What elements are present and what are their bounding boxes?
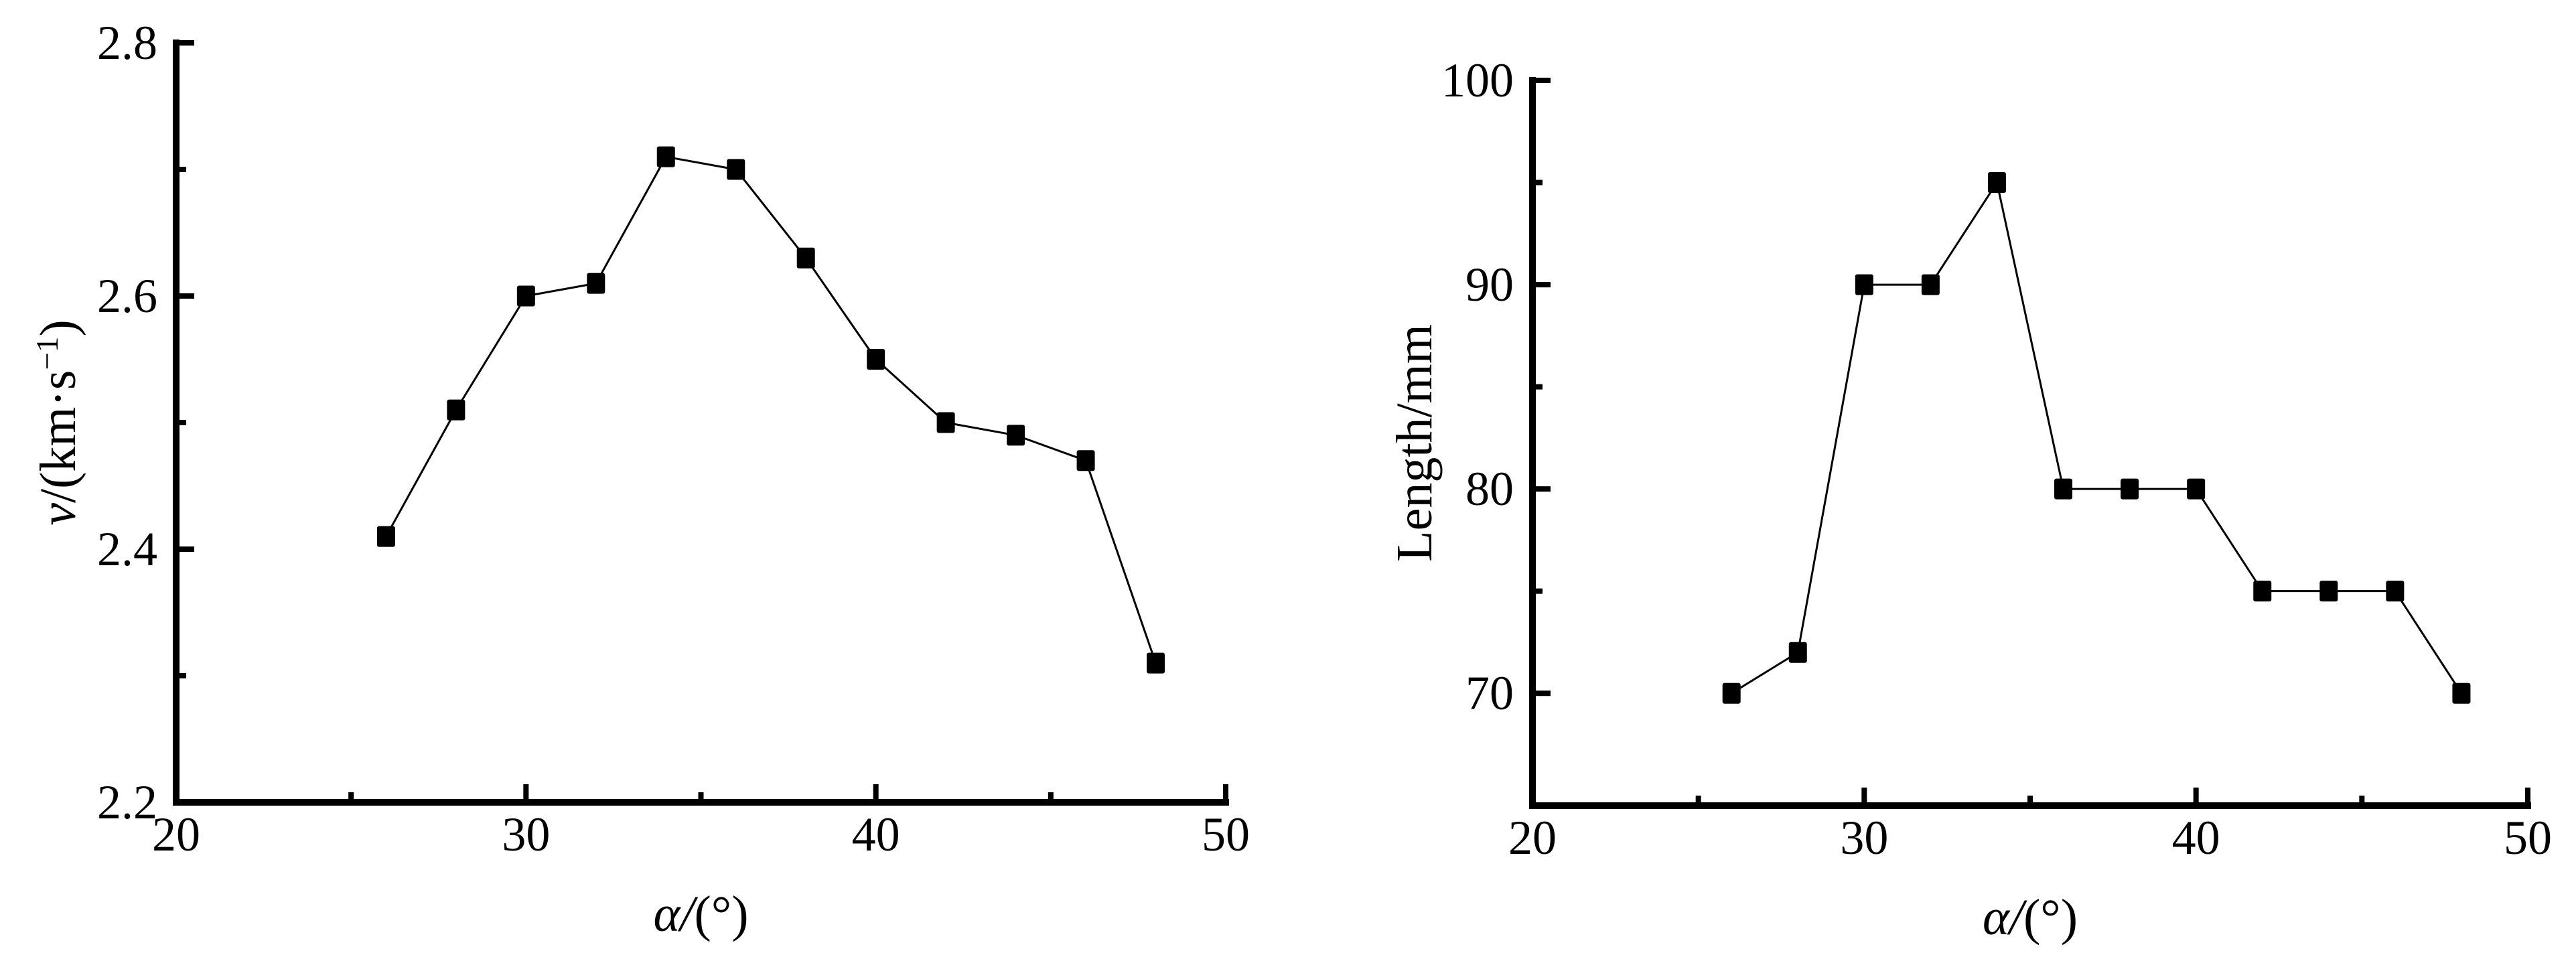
- y-tick-label: 70: [1465, 666, 1514, 720]
- y-tick-label: 2.4: [97, 522, 157, 576]
- x-tick-label: 40: [2172, 811, 2220, 865]
- y-tick-label: 90: [1465, 258, 1514, 311]
- data-point-36: [2054, 478, 2073, 500]
- y-tick-labels: 2.2 2.4 2.6 2.8: [97, 16, 157, 829]
- y-axis-label: Length/mm: [1386, 324, 1443, 562]
- x-axis-ticks: [173, 784, 1228, 802]
- x-tick-label: 50: [1202, 808, 1250, 861]
- data-point-40: [867, 349, 885, 370]
- data-point-46: [1076, 450, 1095, 471]
- data-point-40: [2187, 478, 2206, 500]
- data-point-26: [376, 526, 395, 547]
- data-point-48: [1147, 652, 1165, 674]
- data-point-48: [2452, 682, 2471, 704]
- y-tick-label: 100: [1441, 54, 1514, 107]
- data-line: [1731, 179, 2463, 694]
- data-point-28: [447, 399, 466, 421]
- y-tick-label: 2.8: [97, 16, 157, 70]
- x-tick-label: 30: [502, 808, 550, 861]
- data-point-38: [796, 247, 815, 269]
- x-axis-label: α/(°): [1983, 889, 2078, 946]
- data-point-44: [1007, 425, 1025, 446]
- data-point-42: [2253, 581, 2272, 602]
- data-point-46: [2386, 581, 2405, 602]
- y-tick-label: 2.6: [97, 269, 157, 323]
- data-point-38: [2121, 478, 2139, 500]
- x-tick-labels: 20 30 40 50: [152, 808, 1250, 861]
- y-tick-label: 80: [1465, 462, 1514, 516]
- x-tick-label: 40: [852, 808, 900, 861]
- y-axis-label: v/(km·s−1): [30, 319, 86, 526]
- axis-spines: [173, 40, 1229, 806]
- x-tick-labels: 20 30 40 50: [1508, 811, 2552, 865]
- data-point-32: [587, 273, 605, 294]
- length-vs-angle-chart: 20 30 40 50 70 80 90 100 α/(°) Length/mm: [1386, 54, 2552, 946]
- y-tick-labels: 70 80 90 100: [1441, 54, 1514, 720]
- data-point-34: [1987, 172, 2006, 194]
- data-point-32: [1921, 274, 1940, 295]
- data-point-28: [1788, 642, 1807, 663]
- data-point-42: [936, 412, 955, 433]
- data-points: [1722, 172, 2471, 704]
- data-point-30: [1855, 274, 1873, 295]
- x-tick-label: 20: [1508, 811, 1557, 865]
- data-points: [376, 146, 1165, 674]
- x-axis-ticks: [1530, 788, 2530, 806]
- data-line: [385, 155, 1157, 664]
- data-point-26: [1722, 682, 1741, 704]
- x-tick-label: 30: [1840, 811, 1888, 865]
- data-point-44: [2319, 581, 2338, 602]
- x-tick-label: 50: [2504, 811, 2552, 865]
- axis-spines: [1529, 77, 2531, 809]
- y-tick-label: 2.2: [97, 776, 157, 829]
- data-point-30: [516, 285, 535, 307]
- x-tick-label: 20: [152, 808, 200, 861]
- y-axis-ticks: [1532, 78, 1551, 696]
- data-point-34: [656, 146, 675, 167]
- data-point-36: [727, 159, 745, 180]
- y-axis-ticks: [176, 40, 194, 805]
- velocity-vs-angle-chart: 20 30 40 50 2.2 2.4 2.6 2.8 α/(°) v/(km·s−1): [30, 16, 1250, 942]
- x-axis-label: α/(°): [653, 886, 748, 942]
